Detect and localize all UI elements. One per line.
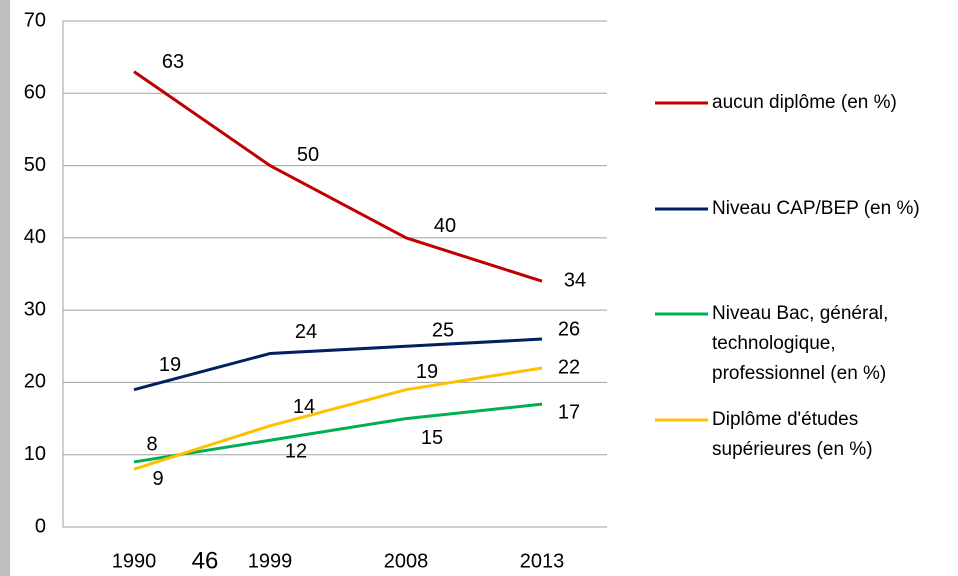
legend-label: Diplôme d'études supérieures (en %) [712,409,873,460]
data-label: 17 [558,401,580,423]
page-number: 46 [192,547,219,574]
data-label: 50 [297,144,319,166]
data-label: 25 [432,320,454,342]
legend-label: Niveau Bac, général, technologique, prof… [712,303,889,384]
series-line [133,337,543,392]
legend-label: aucun diplôme (en %) [712,92,897,113]
data-label: 63 [162,51,184,73]
data-label: 14 [293,396,315,418]
data-label: 22 [558,356,580,378]
data-label: 8 [146,433,157,455]
y-tick-label: 70 [24,9,46,31]
y-tick-label: 40 [24,226,46,248]
data-label: 12 [285,441,307,463]
y-tick-label: 30 [24,298,46,320]
data-label: 40 [434,215,456,237]
legend-label: Niveau CAP/BEP (en %) [712,198,920,219]
data-label: 15 [421,427,443,449]
data-label: 26 [558,318,580,340]
y-tick-label: 50 [24,154,46,176]
data-label: 9 [152,468,163,490]
x-tick-label: 2013 [520,550,565,572]
x-tick-label: 1999 [248,550,293,572]
data-label: 19 [416,361,438,383]
x-tick-label: 2008 [384,550,429,572]
series-line [133,70,543,283]
x-tick-label: 1990 [112,550,157,572]
series-line [133,402,543,464]
side-strip [0,0,10,576]
data-label: 19 [159,354,181,376]
y-tick-label: 20 [24,371,46,393]
y-tick-label: 0 [35,515,46,537]
data-label: 24 [295,321,317,343]
series-line [133,366,543,471]
y-tick-label: 60 [24,82,46,104]
y-tick-label: 10 [24,443,46,465]
data-label: 34 [564,270,586,292]
